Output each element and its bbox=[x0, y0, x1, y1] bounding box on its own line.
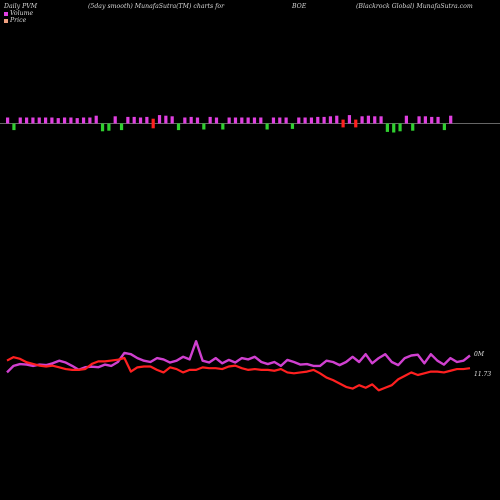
volume-bar-63 bbox=[404, 115, 408, 124]
volume-bar-18 bbox=[119, 123, 124, 131]
legend-volume: Volume bbox=[4, 10, 33, 17]
legend-volume-swatch bbox=[4, 11, 8, 16]
legend-volume-label: Volume bbox=[10, 10, 34, 17]
volume-bar-15 bbox=[100, 123, 105, 132]
volume-bar-58 bbox=[373, 116, 377, 124]
volume-bar-70 bbox=[449, 115, 453, 124]
legend-price-swatch bbox=[4, 18, 8, 23]
legend-price: Price bbox=[4, 17, 26, 24]
volume-bar-13 bbox=[88, 117, 92, 124]
volume-bar-28 bbox=[183, 117, 187, 124]
volume-bar-14 bbox=[94, 115, 98, 124]
volume-bar-30 bbox=[195, 117, 200, 124]
volume-bar-6 bbox=[43, 117, 48, 124]
legend-price-label: Price bbox=[10, 17, 27, 24]
volume-bar-49 bbox=[316, 116, 320, 124]
volume-bar-46 bbox=[297, 117, 301, 124]
volume-bar-8 bbox=[56, 118, 60, 124]
volume-bar-20 bbox=[132, 116, 136, 124]
volume-bar-48 bbox=[309, 117, 314, 124]
volume-bar-32 bbox=[208, 116, 212, 124]
volume-bar-25 bbox=[164, 115, 168, 124]
volume-bar-67 bbox=[430, 116, 434, 124]
volume-bar-59 bbox=[379, 116, 383, 124]
volume-bar-52 bbox=[335, 115, 339, 124]
volume-bar-31 bbox=[202, 123, 206, 130]
volume-bar-54 bbox=[347, 115, 352, 124]
volume-bar-44 bbox=[284, 117, 288, 124]
volume-bar-4 bbox=[31, 117, 35, 124]
volume-bar-65 bbox=[417, 116, 421, 124]
volume-bar-41 bbox=[265, 123, 269, 130]
volume-bar-61 bbox=[392, 123, 396, 133]
volume-bar-40 bbox=[259, 117, 263, 124]
volume-bar-42 bbox=[271, 117, 276, 124]
volume-bar-57 bbox=[366, 115, 371, 124]
volume-bar-3 bbox=[24, 117, 29, 124]
volume-bar-35 bbox=[227, 117, 231, 124]
volume-bar-36 bbox=[233, 117, 238, 124]
volume-bar-47 bbox=[303, 117, 307, 124]
volume-bar-68 bbox=[436, 116, 440, 124]
volume-bar-38 bbox=[246, 117, 250, 124]
volume-bar-2 bbox=[18, 117, 22, 124]
volume-bar-1 bbox=[12, 123, 16, 131]
volume-bar-0 bbox=[6, 117, 10, 124]
volume-bar-33 bbox=[214, 117, 219, 124]
volume-bar-53 bbox=[341, 119, 345, 128]
volume-bar-12 bbox=[81, 117, 86, 124]
volume-bar-45 bbox=[290, 123, 295, 129]
volume-bar-9 bbox=[62, 117, 67, 124]
volume-bar-7 bbox=[50, 117, 54, 124]
volume-bar-66 bbox=[423, 116, 427, 124]
header-company: (Blackrock Global) MunafaSutra.com bbox=[356, 3, 473, 10]
volume-bar-22 bbox=[145, 116, 149, 124]
volume-bar-24 bbox=[157, 115, 162, 124]
volume-bar-39 bbox=[252, 117, 257, 124]
volume-bar-5 bbox=[37, 117, 41, 124]
volume-bar-51 bbox=[328, 116, 333, 124]
price-line bbox=[6, 356, 471, 392]
volume-bar-69 bbox=[442, 123, 446, 131]
volume-bar-27 bbox=[176, 123, 181, 131]
price-line-value-label: 11.73 bbox=[474, 371, 491, 378]
volume-bar-17 bbox=[113, 116, 117, 124]
volume-line-value-label: 0M bbox=[474, 351, 485, 358]
volume-bar-21 bbox=[138, 117, 143, 124]
volume-bar-23 bbox=[151, 118, 155, 129]
volume-bar-19 bbox=[126, 116, 130, 124]
volume-bar-43 bbox=[278, 117, 282, 124]
volume-bar-37 bbox=[240, 117, 244, 124]
volume-bar-60 bbox=[385, 123, 389, 132]
volume-bar-62 bbox=[398, 123, 402, 132]
header-symbol: BOE bbox=[292, 3, 307, 10]
volume-bar-64 bbox=[411, 123, 415, 131]
volume-bar-34 bbox=[221, 123, 225, 130]
header-period: Daily PVM bbox=[4, 3, 38, 10]
volume-bar-55 bbox=[354, 119, 358, 128]
volume-bar-50 bbox=[322, 116, 326, 124]
volume-line bbox=[6, 340, 471, 374]
volume-bar-10 bbox=[69, 117, 73, 124]
volume-bar-26 bbox=[170, 116, 174, 124]
header-description: (5day smooth) MunafaSutra(TM) charts for bbox=[88, 3, 225, 10]
volume-bar-29 bbox=[189, 116, 193, 124]
volume-bar-11 bbox=[75, 118, 79, 124]
volume-bar-56 bbox=[360, 116, 364, 124]
volume-bar-16 bbox=[107, 123, 111, 131]
